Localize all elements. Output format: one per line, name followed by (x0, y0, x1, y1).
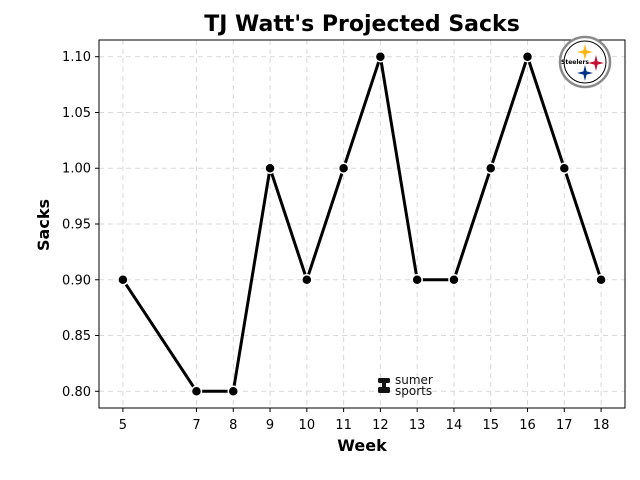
x-axis: 5 7 8 9 10 11 12 13 14 15 16 17 18 (119, 408, 610, 433)
y-tick-label: 0.90 (62, 273, 91, 288)
x-tick-label: 12 (372, 418, 389, 433)
grid (99, 40, 625, 408)
logo-star (588, 55, 604, 71)
x-tick-label: 14 (446, 418, 463, 433)
y-tick-label: 1.00 (62, 162, 91, 177)
x-tick-label: 15 (482, 418, 499, 433)
data-point (484, 162, 497, 174)
x-tick-label: 5 (119, 418, 127, 433)
data-point (264, 162, 276, 174)
x-tick-label: 13 (409, 418, 426, 433)
logo-text: Steelers (561, 59, 589, 66)
y-tick-label: 1.10 (62, 50, 91, 65)
data-point (521, 50, 534, 63)
x-tick-label: 18 (593, 418, 610, 433)
steelers-logo-icon: Steelers (558, 35, 612, 89)
y-tick-label: 0.85 (62, 329, 91, 344)
x-tick-label: 9 (266, 418, 274, 433)
data-point (411, 274, 423, 286)
data-point (374, 50, 387, 63)
data-point (448, 274, 460, 286)
y-tick-label: 0.95 (62, 218, 91, 233)
x-tick-label: 7 (192, 418, 200, 433)
series-layer (117, 50, 607, 398)
x-tick-label: 11 (335, 418, 352, 433)
y-tick-label: 0.80 (62, 385, 91, 400)
y-axis-label: Sacks (34, 199, 53, 251)
y-axis: 0.80 0.85 0.90 0.95 1.00 1.05 1.10 (62, 50, 99, 400)
x-tick-label: 8 (229, 418, 237, 433)
logo-star (577, 44, 593, 60)
x-axis-label: Week (337, 436, 387, 455)
sumer-sports-watermark: sumer sports (378, 373, 433, 398)
y-tick-label: 1.05 (62, 106, 91, 121)
data-point (337, 162, 350, 174)
chart-title: TJ Watt's Projected Sacks (204, 12, 520, 37)
x-tick-label: 10 (299, 418, 316, 433)
x-tick-label: 16 (519, 418, 536, 433)
logo-stars (577, 44, 604, 81)
data-point (301, 274, 313, 286)
data-point (190, 385, 203, 398)
x-tick-label: 17 (556, 418, 573, 433)
watermark-line1: sumer (395, 373, 433, 387)
logo-star (577, 65, 593, 81)
data-point (227, 385, 240, 398)
watermark-line2: sports (395, 384, 432, 398)
data-point (558, 162, 571, 174)
sumer-logo-icon (378, 378, 390, 393)
data-point (117, 274, 129, 286)
data-point (595, 274, 607, 286)
